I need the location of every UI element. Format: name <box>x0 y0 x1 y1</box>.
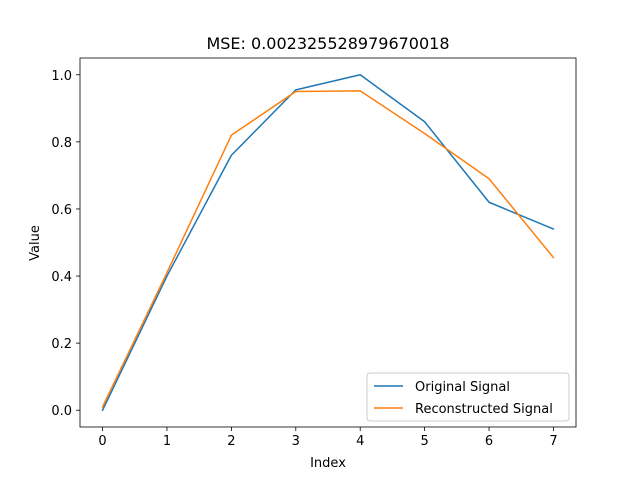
y-tick-label: 0.4 <box>51 270 72 285</box>
plot-area: 0 1 2 3 4 5 6 7 0.0 0.2 0.4 0.6 0.8 1.0 <box>51 57 577 449</box>
legend-box <box>366 372 570 422</box>
axes-frame <box>79 57 577 428</box>
y-axis-label: Value <box>28 225 43 261</box>
legend-entry-label: Original Signal <box>415 380 510 395</box>
legend: Original Signal Reconstructed Signal <box>366 372 570 422</box>
x-tick-label: 1 <box>163 434 171 449</box>
x-axis-label: Index <box>310 456 346 471</box>
x-tick-label: 7 <box>549 434 557 449</box>
y-tick-label: 0.6 <box>51 203 72 218</box>
x-tick-label: 5 <box>420 434 428 449</box>
x-tick-label: 6 <box>485 434 493 449</box>
y-tick-label: 1.0 <box>51 69 72 84</box>
chart-title: MSE: 0.002325528979670018 <box>206 34 449 53</box>
series-line-reconstructed-signal <box>101 90 555 408</box>
x-tick-label: 4 <box>356 434 364 449</box>
legend-entry-label: Reconstructed Signal <box>415 402 553 417</box>
x-tick-label: 2 <box>227 434 235 449</box>
y-tick-label: 0.0 <box>51 404 72 419</box>
y-tick-label: 0.2 <box>51 337 72 352</box>
x-tick-label: 0 <box>98 434 106 449</box>
x-tick-label: 3 <box>292 434 300 449</box>
series-line-original-signal <box>101 74 555 412</box>
y-tick-label: 0.8 <box>51 136 72 151</box>
